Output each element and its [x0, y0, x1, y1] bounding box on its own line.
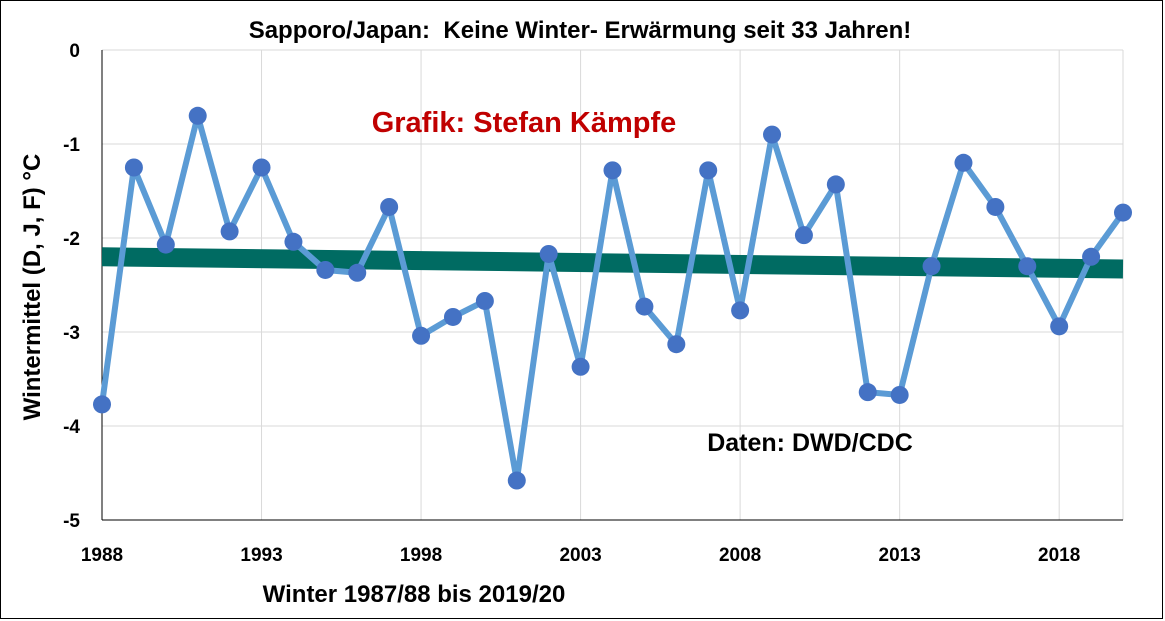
data-point — [316, 260, 335, 279]
data-point — [93, 395, 111, 414]
data-point — [603, 161, 622, 180]
data-series — [93, 106, 1132, 490]
data-point — [1114, 203, 1132, 222]
y-tick-label: -1 — [63, 135, 80, 156]
data-point — [858, 383, 877, 402]
y-tick-label: -4 — [63, 417, 80, 438]
data-point — [571, 357, 590, 376]
data-point — [380, 197, 399, 216]
trendline — [101, 247, 1124, 279]
data-point — [124, 158, 143, 177]
data-point — [922, 257, 941, 276]
data-point — [826, 175, 845, 194]
data-point — [348, 263, 367, 282]
annotation-source: Daten: DWD/CDC — [707, 429, 913, 457]
data-point — [1082, 247, 1101, 266]
data-point — [412, 326, 431, 345]
chart-title: Sapporo/Japan: Keine Winter- Erwärmung s… — [249, 17, 912, 44]
data-point — [635, 297, 654, 316]
x-tick-label: 2018 — [1038, 545, 1080, 566]
data-point — [188, 106, 207, 125]
x-tick-label: 1998 — [400, 545, 442, 566]
data-point — [954, 153, 973, 172]
y-axis-label: Wintermittel (D, J, F) °C — [19, 154, 46, 421]
data-point — [731, 301, 750, 320]
data-point — [667, 335, 686, 354]
x-axis-label: Winter 1987/88 bis 2019/20 — [263, 581, 566, 608]
data-point — [794, 226, 813, 245]
data-point — [475, 291, 494, 310]
data-point — [220, 222, 239, 241]
y-tick-label: -5 — [63, 511, 80, 532]
annotation-author: Grafik: Stefan Kämpfe — [372, 107, 677, 139]
axes — [101, 50, 1123, 521]
data-point — [252, 158, 271, 177]
trend-line — [101, 247, 1124, 279]
x-tick-label: 2003 — [559, 545, 601, 566]
y-tick-label: -3 — [63, 323, 80, 344]
grid — [101, 49, 1124, 521]
x-tick-label: 1993 — [240, 545, 282, 566]
data-point — [507, 471, 526, 490]
data-point — [890, 385, 909, 404]
data-point — [763, 125, 782, 144]
data-point — [284, 232, 303, 251]
data-point — [986, 197, 1005, 216]
data-point — [156, 235, 175, 254]
x-tick-label: 1988 — [81, 545, 123, 566]
x-tick-label: 2008 — [719, 545, 761, 566]
data-point — [699, 161, 718, 180]
data-point — [443, 307, 462, 326]
data-point — [539, 244, 558, 263]
data-point — [1050, 317, 1069, 336]
x-tick-label: 2013 — [879, 545, 921, 566]
y-tick-label: 0 — [69, 41, 80, 62]
data-point — [1018, 257, 1037, 276]
y-tick-label: -2 — [63, 229, 80, 250]
